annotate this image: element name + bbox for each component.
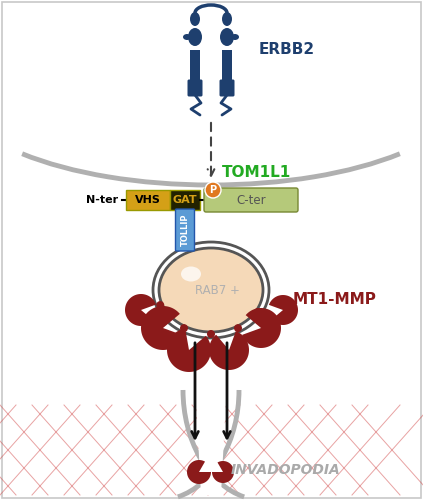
Circle shape [180,324,188,332]
Text: TOLLIP: TOLLIP [181,214,190,246]
Text: VHS: VHS [135,195,161,205]
Text: TOM1L1: TOM1L1 [221,165,291,180]
Circle shape [234,324,242,332]
Polygon shape [242,308,281,348]
FancyBboxPatch shape [220,80,234,96]
Ellipse shape [183,34,191,40]
Circle shape [156,301,164,309]
Circle shape [207,330,215,338]
Ellipse shape [222,12,232,26]
Ellipse shape [188,28,202,46]
Text: P: P [209,185,217,195]
Text: MT1-MMP: MT1-MMP [293,292,377,308]
Circle shape [254,308,262,316]
Text: GAT: GAT [173,195,197,205]
Polygon shape [125,294,156,326]
Text: INVADOPODIA: INVADOPODIA [231,463,341,477]
Ellipse shape [190,12,200,26]
Text: N-ter: N-ter [86,195,118,205]
Circle shape [205,182,221,198]
Text: ERBB2: ERBB2 [259,42,315,58]
FancyBboxPatch shape [204,188,298,212]
FancyBboxPatch shape [187,80,203,96]
Polygon shape [187,460,211,484]
Ellipse shape [153,242,269,338]
Text: C-ter: C-ter [236,194,266,206]
Polygon shape [167,328,211,372]
Bar [222,50,232,80]
Ellipse shape [220,28,234,46]
FancyBboxPatch shape [176,209,195,251]
Polygon shape [193,340,229,495]
Bar [170,190,200,210]
Text: RAB7 +: RAB7 + [195,284,239,296]
Ellipse shape [181,266,201,281]
Bar [126,190,170,210]
Polygon shape [141,306,184,350]
Bar [190,50,200,80]
Polygon shape [209,331,249,370]
Ellipse shape [159,248,263,332]
Polygon shape [269,295,298,325]
Polygon shape [212,461,234,483]
Ellipse shape [231,34,239,40]
